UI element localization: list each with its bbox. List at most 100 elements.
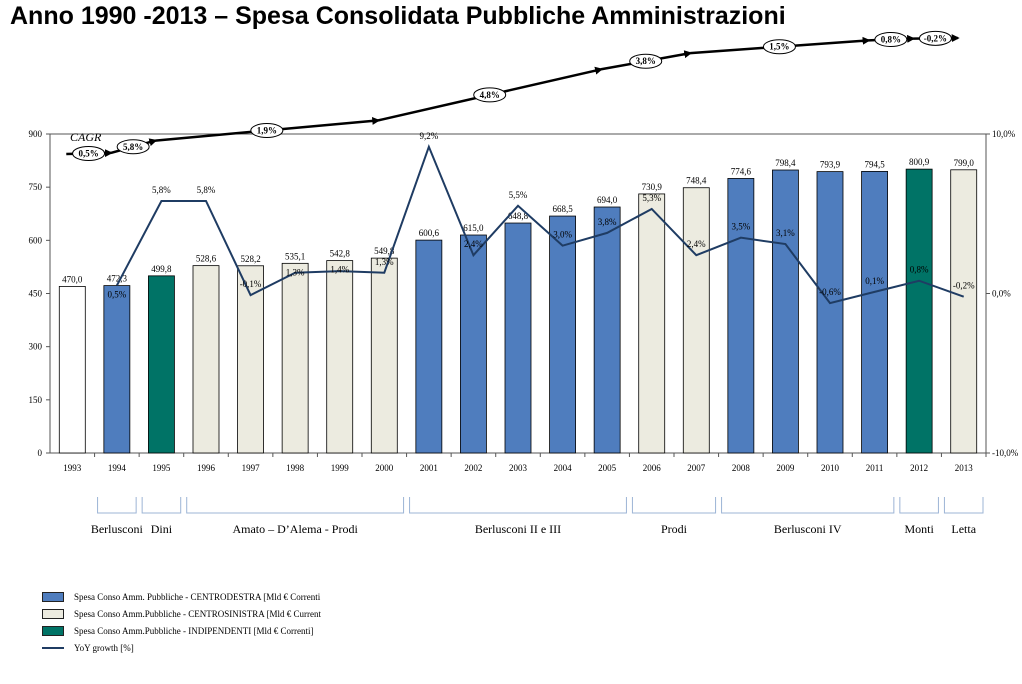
bar-1999 (326, 260, 354, 454)
bar-2002 (460, 234, 487, 454)
x-tick-label-2006: 2006 (643, 463, 662, 473)
gov-label: Berlusconi (91, 522, 144, 536)
yoy-value-labels: 0,5% 5,8% 5,8% -0,1% 1,3% 1,4% 1,3% 9,2% 2,4% 5,5… (107, 131, 975, 300)
gov-bracket (899, 497, 939, 514)
cagr-trend: CAGR 0,5% 5,8% 1,9% 4,8% 3,8% 1,5% 0,8% -0,2% (66, 30, 960, 161)
y-tick-label: 0 (38, 448, 43, 458)
bar-value-label-1994: 472,3 (107, 274, 128, 284)
x-tick-label-2005: 2005 (598, 463, 617, 473)
cagr-value-1994: 0,5% (78, 148, 98, 158)
bar-2010 (816, 171, 844, 454)
bar-value-labels: 470,0 472,3 499,8 528,6 528,2 535,1 542,8 549,8… (62, 157, 974, 284)
y2-tick-label: -10,0% (992, 448, 1019, 458)
x-tick-label-2002: 2002 (464, 463, 482, 473)
cagr-badge-2000 (250, 122, 284, 138)
bar-1995 (148, 275, 175, 454)
cagr-badge-1994 (72, 145, 106, 161)
gov-bracket (943, 497, 984, 514)
yoy-label-1998: 1,3% (286, 267, 305, 277)
x-tick-label-2001: 2001 (420, 463, 438, 473)
yoy-label-2010: -0,6% (819, 287, 841, 297)
yoy-label-1999: 1,4% (330, 265, 349, 275)
x-tick-label-1997: 1997 (242, 463, 261, 473)
x-tick-label-2007: 2007 (687, 463, 706, 473)
bar-1994 (103, 285, 131, 454)
y-tick-label: 900 (29, 129, 43, 139)
legend-item-line: YoY growth [%] (42, 639, 321, 656)
cagr-badge-2013 (918, 30, 952, 46)
bar-value-label-2011: 794,5 (864, 159, 885, 169)
cagr-badge-1995 (116, 139, 150, 155)
x-tick-label-2009: 2009 (776, 463, 795, 473)
cagr-badge-2012 (874, 31, 908, 47)
x-axis-tick-labels: 1993 1994 1995 1996 1997 1998 1999 2000 2001 2002… (63, 453, 987, 473)
yoy-label-2008: 3,5% (731, 222, 750, 232)
yoy-label-2001: 9,2% (419, 131, 438, 141)
x-tick-label-1998: 1998 (286, 463, 305, 473)
bar-1996 (192, 265, 220, 454)
bar-1997 (237, 265, 264, 454)
cagr-badge-2011 (762, 39, 796, 55)
cagr-value-1995: 5,8% (123, 142, 143, 152)
legend-swatch (42, 608, 64, 619)
bar-2005 (593, 206, 621, 454)
yoy-label-2000: 1,3% (375, 257, 394, 267)
legend-item-ind: Spesa Conso Amm.Pubbliche - INDIPENDENTI… (42, 622, 321, 639)
bar-2006 (638, 193, 666, 454)
x-tick-label-1996: 1996 (197, 463, 216, 473)
bar-value-label-1999: 542,8 (330, 249, 351, 259)
chart-legend: Spesa Conso Amm. Pubbliche - CENTRODESTR… (42, 588, 321, 656)
x-tick-label-1995: 1995 (152, 463, 171, 473)
bar-2000 (370, 257, 398, 454)
y-tick-label: 750 (29, 182, 43, 192)
government-brackets: Berlusconi Dini Amato – D’Alema - Prodi Ber… (91, 497, 984, 536)
cagr-value-2012: 0,8% (881, 34, 901, 44)
bar-2008 (727, 178, 755, 454)
gov-label: Berlusconi II e III (475, 522, 561, 536)
bar-value-label-2008: 774,6 (731, 166, 752, 176)
bar-2009 (772, 169, 799, 454)
y-tick-label: 600 (29, 235, 43, 245)
x-tick-label-1999: 1999 (331, 463, 350, 473)
bar-value-label-2006: 730,9 (642, 182, 663, 192)
bar-value-label-2001: 600,6 (419, 228, 440, 238)
yoy-label-1995: 5,8% (152, 185, 171, 195)
gov-label: Monti (904, 522, 934, 536)
x-tick-label-2012: 2012 (910, 463, 928, 473)
bar-value-label-2013: 799,0 (954, 158, 975, 168)
yoy-label-2007: 2,4% (687, 239, 706, 249)
yoy-label-2002: 2,4% (464, 239, 483, 249)
bar-value-label-2012: 800,9 (909, 157, 930, 167)
bar-value-label-2007: 748,4 (686, 176, 707, 186)
yoy-label-2011: 0,1% (865, 276, 884, 286)
legend-label: Spesa Conso Amm. Pubbliche - CENTRODESTR… (74, 591, 321, 602)
bar-series (58, 168, 978, 454)
bar-value-label-1998: 535,1 (285, 251, 305, 261)
yoy-label-1996: 5,8% (197, 185, 216, 195)
yoy-line-series (115, 143, 965, 305)
cagr-value-2000: 1,9% (257, 125, 277, 135)
gov-label: Amato – D’Alema - Prodi (232, 522, 358, 536)
cagr-value-2011: 1,5% (769, 42, 789, 52)
legend-item-cs: Spesa Conso Amm.Pubbliche - CENTROSINIST… (42, 605, 321, 622)
legend-swatch (42, 646, 64, 649)
bar-value-label-1993: 470,0 (62, 274, 83, 284)
yoy-label-2005: 3,8% (598, 217, 617, 227)
yoy-label-1997: -0,1% (240, 279, 262, 289)
x-tick-label-1994: 1994 (108, 463, 127, 473)
bar-value-label-2010: 793,9 (820, 160, 841, 170)
bar-value-label-2000: 549,8 (374, 246, 395, 256)
x-tick-label-2013: 2013 (955, 463, 974, 473)
y-tick-label: 150 (29, 395, 43, 405)
bar-value-label-1995: 499,8 (151, 264, 172, 274)
x-tick-label-2011: 2011 (866, 463, 884, 473)
page-title: Anno 1990 -2013 – Spesa Consolidata Pubb… (10, 2, 786, 30)
cagr-value-2007: 3,8% (636, 56, 656, 66)
bar-value-label-2003: 648,8 (508, 211, 529, 221)
bar-2012 (905, 168, 933, 454)
bar-2003 (504, 222, 532, 454)
y-tick-label: 300 (29, 342, 43, 352)
cagr-value-2005: 4,8% (480, 90, 500, 100)
legend-item-cd: Spesa Conso Amm. Pubbliche - CENTRODESTR… (42, 588, 321, 605)
